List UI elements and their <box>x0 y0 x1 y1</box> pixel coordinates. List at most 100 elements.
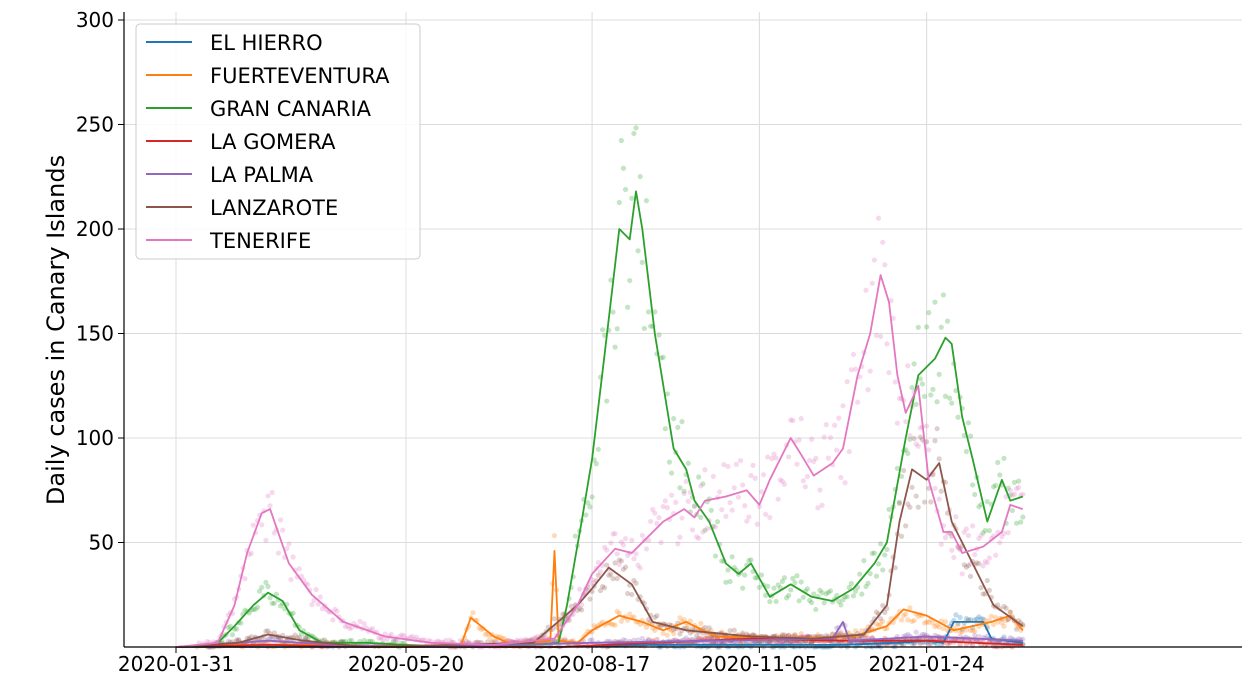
scatter-point-tenerife <box>781 481 788 487</box>
scatter-point-fuerteventura <box>930 620 936 626</box>
scatter-point-tenerife <box>767 514 773 521</box>
scatter-point-lanzarote <box>882 609 888 616</box>
scatter-point-gran-canaria <box>804 586 811 592</box>
scatter-point-gran-canaria <box>250 606 256 613</box>
scatter-point-tenerife <box>821 434 827 440</box>
scatter-point-gran-canaria <box>587 504 593 510</box>
scatter-point-tenerife <box>675 541 681 547</box>
scatter-point-tenerife <box>635 562 641 568</box>
scatter-point-tenerife <box>652 510 658 516</box>
scatter-point-gran-canaria <box>886 506 892 513</box>
scatter-point-fuerteventura <box>612 622 618 628</box>
scatter-point-lanzarote <box>892 565 898 571</box>
scatter-point-lanzarote <box>903 523 909 529</box>
scatter-point-tenerife <box>873 332 880 339</box>
scatter-point-fuerteventura <box>591 622 597 629</box>
scatter-point-tenerife <box>848 367 854 373</box>
scatter-point-gran-canaria <box>666 459 673 465</box>
scatter-point-gran-canaria <box>627 277 633 284</box>
scatter-point-gran-canaria <box>765 583 771 589</box>
scatter-point-lanzarote <box>265 628 271 634</box>
scatter-point-tenerife <box>882 262 888 268</box>
scatter-point-gran-canaria <box>909 384 915 391</box>
scatter-point-gran-canaria <box>863 583 869 590</box>
scatter-point-lanzarote <box>911 435 917 442</box>
scatter-point-fuerteventura <box>942 619 949 625</box>
scatter-point-lanzarote <box>909 484 915 490</box>
scatter-point-gran-canaria <box>698 514 704 521</box>
scatter-point-tenerife <box>907 433 913 439</box>
scatter-point-fuerteventura <box>1001 623 1007 629</box>
scatter-point-gran-canaria <box>972 491 978 498</box>
scatter-point-la-gomera <box>790 639 796 645</box>
scatter-point-tenerife <box>597 569 604 575</box>
scatter-point-gran-canaria <box>942 393 949 399</box>
scatter-point-lanzarote <box>622 564 629 570</box>
scatter-point-gran-canaria <box>873 573 880 579</box>
scatter-point-tenerife <box>691 503 698 510</box>
scatter-point-tenerife <box>869 280 875 286</box>
scatter-point-tenerife <box>838 474 844 481</box>
scatter-point-tenerife <box>800 478 806 484</box>
scatter-point-gran-canaria <box>838 602 844 608</box>
scatter-point-gran-canaria <box>921 393 928 400</box>
scatter-point-tenerife <box>413 634 420 640</box>
scatter-point-fuerteventura <box>610 621 616 628</box>
scatter-point-tenerife <box>970 523 976 529</box>
scatter-point-el-hierro <box>1001 634 1007 640</box>
scatter-point-tenerife <box>1020 491 1026 497</box>
scatter-point-lanzarote <box>464 638 470 645</box>
scatter-point-gran-canaria <box>817 587 823 593</box>
scatter-point-tenerife <box>1005 530 1011 536</box>
scatter-point-fuerteventura <box>852 628 859 634</box>
scatter-point-gran-canaria <box>656 332 662 338</box>
scatter-point-el-hierro <box>963 615 969 622</box>
scatter-point-lanzarote <box>271 630 277 636</box>
scatter-point-gran-canaria <box>773 598 779 605</box>
scatter-point-gran-canaria <box>583 512 589 518</box>
scatter-point-tenerife <box>752 475 758 481</box>
scatter-point-tenerife <box>259 522 265 528</box>
scatter-point-la-palma <box>1007 635 1013 641</box>
x-tick-label: 2021-01-24 <box>869 652 985 676</box>
scatter-point-tenerife <box>290 554 296 560</box>
scatter-point-gran-canaria <box>976 504 982 510</box>
scatter-point-gran-canaria <box>875 561 882 567</box>
scatter-point-tenerife <box>813 455 819 461</box>
scatter-point-tenerife <box>850 351 857 357</box>
scatter-point-gran-canaria <box>700 481 706 487</box>
scatter-point-lanzarote <box>568 603 574 609</box>
scatter-point-tenerife <box>595 560 601 566</box>
scatter-point-gran-canaria <box>919 381 926 387</box>
scatter-point-fuerteventura <box>681 616 687 623</box>
scatter-point-fuerteventura <box>786 632 792 638</box>
scatter-point-gran-canaria <box>990 484 997 490</box>
scatter-point-tenerife <box>884 341 890 347</box>
scatter-point-gran-canaria <box>775 582 781 588</box>
scatter-point-tenerife <box>976 535 982 542</box>
scatter-point-gran-canaria <box>806 597 813 603</box>
scatter-point-la-palma <box>589 637 595 643</box>
scatter-point-lanzarote <box>781 632 788 638</box>
scatter-point-tenerife <box>284 546 290 552</box>
scatter-point-gran-canaria <box>639 259 645 265</box>
scatter-point-lanzarote <box>677 631 683 637</box>
scatter-point-tenerife <box>401 633 407 639</box>
scatter-point-lanzarote <box>901 467 907 474</box>
scatter-point-tenerife <box>963 526 969 532</box>
scatter-point-tenerife <box>313 586 319 593</box>
scatter-point-tenerife <box>905 363 911 369</box>
scatter-point-fuerteventura <box>660 630 666 637</box>
scatter-point-tenerife <box>917 425 923 431</box>
scatter-point-tenerife <box>384 636 390 643</box>
scatter-point-gran-canaria <box>984 499 990 505</box>
scatter-point-lanzarote <box>610 576 616 582</box>
scatter-point-la-gomera <box>809 639 815 646</box>
scatter-point-gran-canaria <box>767 599 773 605</box>
scatter-point-gran-canaria <box>813 606 819 613</box>
scatter-point-tenerife <box>679 515 685 521</box>
scatter-point-tenerife <box>811 458 817 465</box>
scatter-point-gran-canaria <box>821 600 827 606</box>
scatter-point-tenerife <box>942 534 949 541</box>
x-tick-label: 2020-01-31 <box>118 652 234 676</box>
